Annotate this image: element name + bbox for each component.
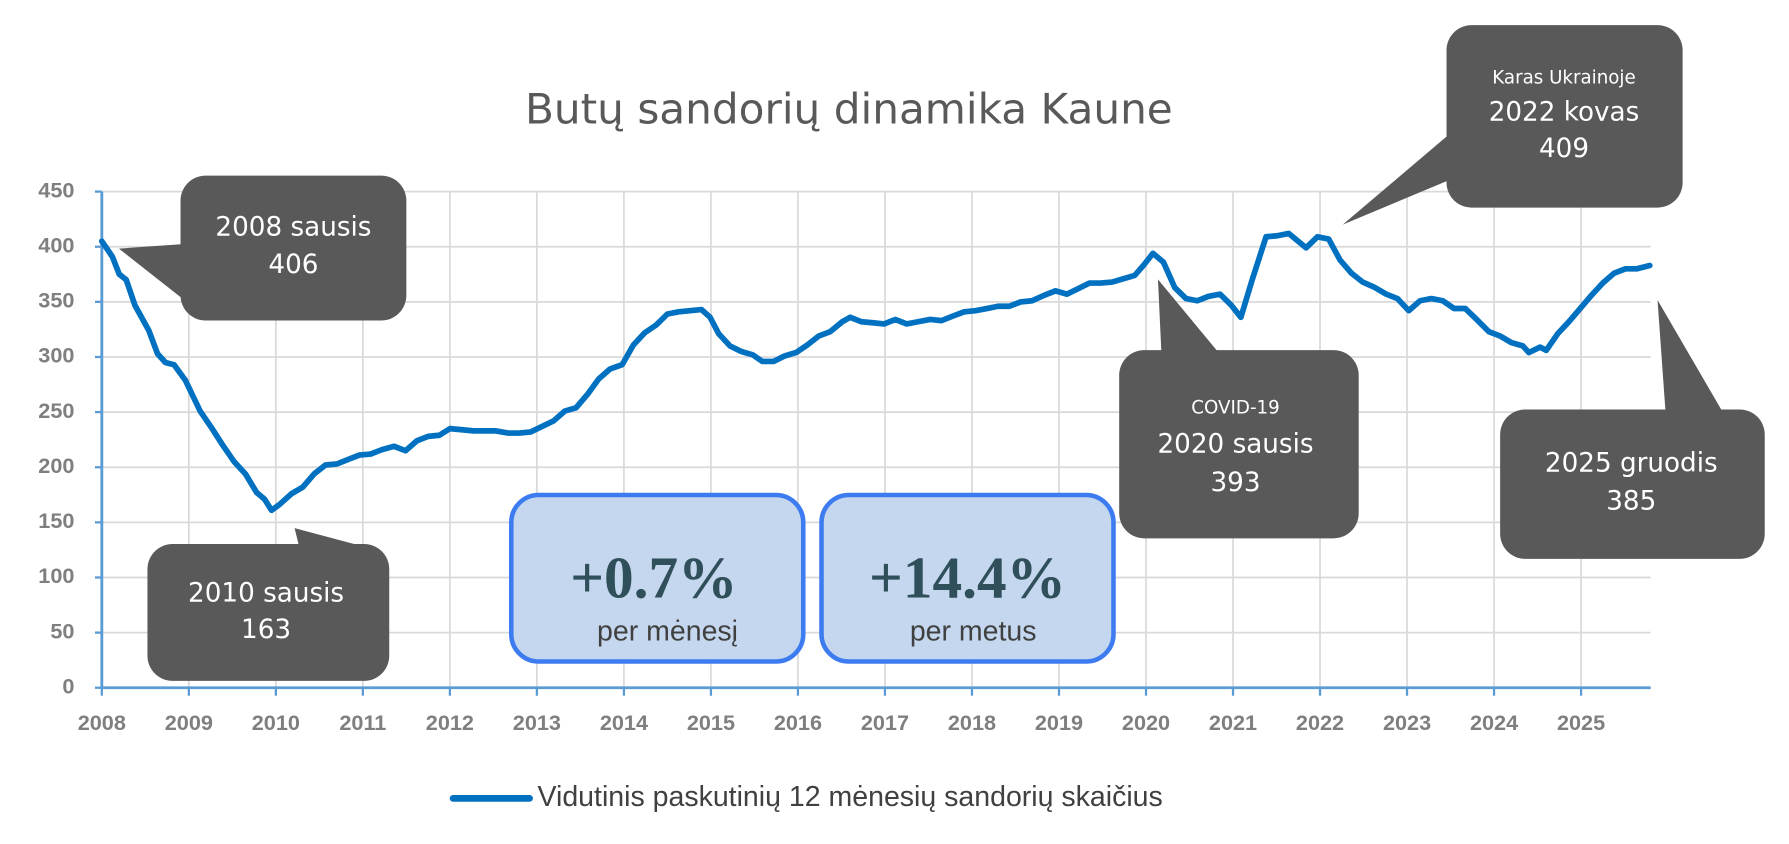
stat-box — [508, 492, 806, 664]
callout-value: 406 — [268, 250, 318, 280]
x-tick-label: 2016 — [774, 710, 822, 735]
y-tick-label: 300 — [38, 343, 74, 368]
y-tick-label: 250 — [38, 398, 74, 423]
stat-value: +14.4% — [869, 545, 1066, 611]
y-tick-label: 0 — [62, 673, 74, 698]
callout-value: 393 — [1210, 468, 1260, 498]
x-tick-label: 2010 — [252, 710, 300, 735]
x-tick-label: 2021 — [1209, 710, 1257, 735]
callout-pointer — [1342, 134, 1449, 225]
callout-label: 2022 kovas — [1489, 97, 1640, 127]
x-tick-label: 2025 — [1557, 710, 1605, 735]
callout-box — [147, 544, 390, 681]
x-tick-label: 2017 — [861, 710, 909, 735]
callout-label: 2025 gruodis — [1545, 449, 1718, 479]
x-tick-label: 2023 — [1383, 710, 1431, 735]
callout-value: 385 — [1606, 486, 1656, 516]
x-tick-label: 2015 — [687, 710, 735, 735]
callout-note: COVID-19 — [1191, 397, 1279, 418]
x-tick-label: 2011 — [339, 710, 386, 735]
stat-box — [819, 492, 1116, 664]
callout-pointer — [294, 528, 364, 547]
data-line — [98, 230, 1653, 514]
x-tick-label: 2018 — [948, 710, 996, 735]
x-tick-label: 2020 — [1122, 710, 1170, 735]
callout-box — [1119, 350, 1359, 539]
callout-box — [1500, 409, 1765, 559]
callout-note: Karas Ukrainoje — [1492, 68, 1635, 89]
x-tick-label: 2008 — [78, 710, 126, 735]
x-tick-label: 2014 — [600, 710, 648, 735]
y-tick-label: 450 — [38, 177, 74, 202]
x-tick-label: 2009 — [165, 710, 213, 735]
y-tick-label: 350 — [38, 288, 74, 313]
y-tick-label: 400 — [38, 232, 74, 257]
callout-label: 2020 sausis — [1158, 429, 1314, 459]
y-tick-label: 100 — [38, 563, 74, 588]
callout-value: 409 — [1539, 134, 1589, 164]
y-tick-label: 200 — [38, 453, 74, 478]
stat-caption: per metus — [910, 616, 1037, 648]
chart-title: Butų sandorių dinamika Kaune — [525, 84, 1173, 133]
callout-box — [180, 175, 407, 321]
stat-caption: per mėnesį — [597, 616, 738, 648]
x-tick-label: 2024 — [1470, 710, 1518, 735]
legend-label: Vidutinis paskutinių 12 mėnesių sandorių… — [538, 781, 1163, 813]
callout-box — [1446, 25, 1683, 208]
x-tick-label: 2013 — [513, 710, 561, 735]
x-tick-label: 2019 — [1035, 710, 1083, 735]
callout-label: 2008 sausis — [215, 213, 371, 243]
stat-value: +0.7% — [570, 545, 737, 611]
callout-pointer — [118, 244, 183, 299]
x-tick-label: 2022 — [1296, 710, 1344, 735]
callout-pointer — [1157, 279, 1219, 353]
y-tick-label: 50 — [50, 618, 74, 643]
y-tick-label: 150 — [38, 508, 74, 533]
callout-value: 163 — [241, 615, 291, 645]
callout-label: 2010 sausis — [188, 579, 344, 609]
callout-pointer — [1657, 299, 1723, 412]
x-tick-label: 2012 — [426, 710, 474, 735]
